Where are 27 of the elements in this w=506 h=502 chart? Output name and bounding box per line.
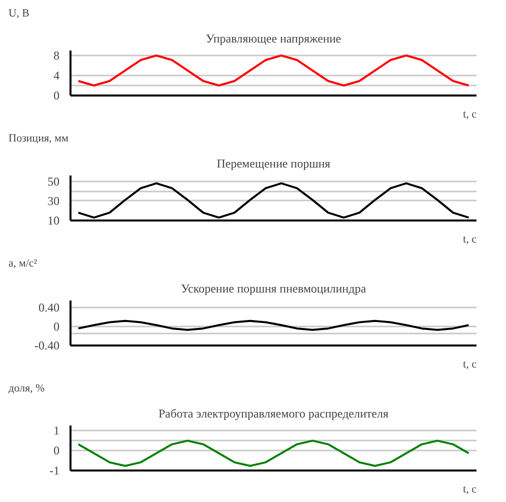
y-tick-label: 8 (54, 48, 60, 62)
line-series (77, 54, 470, 86)
x-axis-title: t, с (463, 108, 477, 120)
y-axis-title: a, м/с² (8, 258, 38, 270)
y-tick-label: 30 (48, 194, 60, 208)
y-tick-label: 50 (48, 174, 60, 188)
chart-title: Перемещение поршня (216, 156, 331, 170)
y-tick-label: 4 (54, 68, 60, 82)
x-axis-title: t, с (463, 234, 477, 246)
x-axis-title: t, с (463, 358, 477, 370)
y-tick-label: 0 (54, 320, 60, 334)
line-series (77, 440, 470, 467)
y-tick-label: 0.40 (38, 300, 60, 315)
y-tick-label: 1 (54, 424, 60, 438)
y-axis-title: Позиция, мм (8, 132, 68, 144)
y-axis-title: U, В (8, 8, 30, 20)
y-axis-title: доля, % (8, 382, 45, 394)
chart-title: Ускорение поршня пневмоцилиндра (180, 282, 367, 296)
chart-title: Управляющее напряжение (206, 32, 342, 46)
y-tick-label: 10 (48, 214, 60, 228)
line-series (77, 320, 470, 331)
y-tick-label: -1 (50, 464, 60, 478)
y-tick-label: -0.40 (34, 338, 60, 352)
y-tick-label: 0 (54, 88, 60, 102)
x-axis-title: t, с (463, 484, 477, 496)
chart-title: Работа электроуправляемого распределителя (158, 406, 389, 420)
y-tick-label: 0 (54, 444, 60, 458)
